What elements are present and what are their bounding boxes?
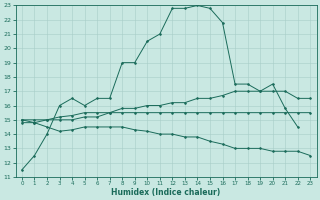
X-axis label: Humidex (Indice chaleur): Humidex (Indice chaleur) xyxy=(111,188,221,197)
